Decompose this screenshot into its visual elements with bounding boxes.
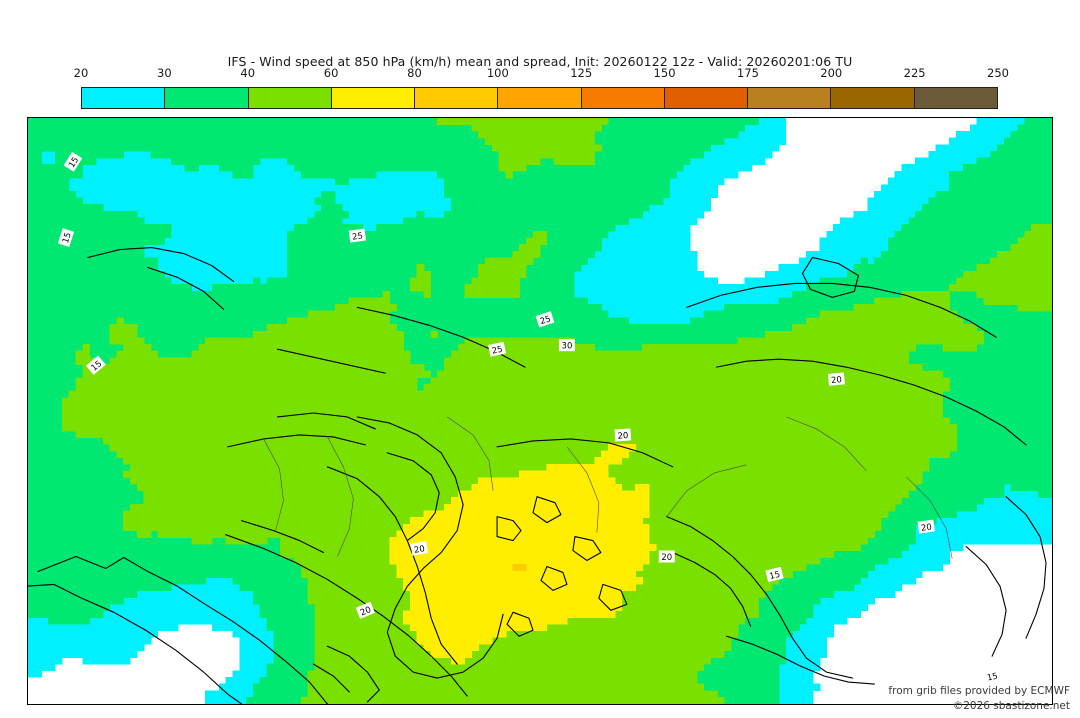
coastline	[496, 438, 674, 468]
coastline	[686, 282, 997, 338]
contour-label: 15	[85, 355, 106, 375]
colorbar-tick-labels: 20 30 40 60 80 100 125 150 175 200 225 250	[74, 66, 1009, 84]
contour-band	[28, 118, 1052, 704]
coastline	[227, 434, 366, 448]
svg-text:30: 30	[562, 341, 573, 351]
coastline	[666, 516, 853, 679]
colorbar-tick: 80	[407, 66, 422, 80]
contour-label: 25	[348, 228, 367, 243]
coastline	[572, 536, 602, 562]
coastline	[672, 551, 752, 627]
contour-label: 20	[917, 519, 935, 534]
svg-text:20: 20	[617, 430, 628, 441]
svg-text:25: 25	[351, 230, 363, 241]
country-border	[566, 446, 600, 533]
contour-label: 25	[535, 311, 555, 328]
svg-text:15: 15	[986, 671, 999, 683]
colorbar-tick: 175	[736, 66, 759, 80]
contour-label: 15	[983, 668, 1002, 684]
colorbar-segment	[498, 88, 582, 108]
colorbar-tick: 40	[240, 66, 256, 80]
country-border	[786, 416, 867, 471]
contour-band	[389, 443, 657, 665]
page-title: IFS - Wind speed at 850 hPa (km/h) mean …	[227, 54, 853, 69]
contour-band	[61, 118, 1052, 704]
contour-label: 20	[827, 372, 845, 386]
contour-label: 15	[63, 151, 83, 172]
map-panel[interactable]: 15 15 25 25 30 25 20 20 15 20 20 20 15 20 15	[27, 117, 1053, 705]
colorbar: 20 30 40 60 80 100 125 150 175 200 225 250	[74, 66, 1009, 109]
colorbar-segment	[165, 88, 249, 108]
colorbar-segment	[581, 88, 665, 108]
svg-text:20: 20	[831, 374, 843, 385]
coastline	[540, 565, 568, 591]
svg-text:15: 15	[60, 231, 73, 244]
coastline	[147, 266, 225, 310]
colorbar-segment	[415, 88, 499, 108]
colorbar-tick: 125	[570, 66, 593, 80]
coastline	[386, 452, 440, 542]
colorbar-tick: 100	[486, 66, 509, 80]
svg-text:15: 15	[768, 569, 781, 581]
country-border	[263, 438, 284, 531]
coastline	[506, 611, 534, 637]
contour-label: 20	[614, 428, 632, 442]
country-border	[906, 476, 953, 559]
contour-label: 20	[658, 550, 675, 563]
contour-band	[512, 563, 527, 572]
coastline	[716, 358, 1027, 446]
coastline	[965, 545, 1007, 657]
contour-label: 15	[57, 228, 75, 248]
coastline	[598, 583, 628, 611]
contour-label: 15	[765, 566, 784, 583]
coastline	[726, 635, 875, 685]
svg-text:20: 20	[920, 521, 932, 532]
svg-text:25: 25	[491, 344, 504, 356]
coastline	[276, 348, 386, 374]
svg-text:20: 20	[413, 543, 425, 555]
map-field: 15 15 25 25 30 25 20 20 15 20 20 20 15 20 15	[28, 118, 1052, 704]
coastline	[37, 555, 328, 704]
colorbar-segment	[664, 88, 749, 108]
colorbar-segment	[831, 88, 915, 108]
contour-label-layer: 15 15 25 25 30 25 20 20 15 20 20 20 15 20 15	[57, 151, 1002, 684]
colorbar-segment	[331, 88, 416, 108]
country-border	[327, 436, 354, 557]
country-border-layer	[263, 416, 953, 559]
coastline	[326, 645, 380, 703]
colorbar-segments	[81, 87, 998, 109]
colorbar-tick: 60	[323, 66, 339, 80]
contour-label: 20	[410, 541, 429, 556]
contour-label: 25	[488, 341, 507, 357]
colorbar-tick: 225	[903, 66, 926, 80]
svg-text:20: 20	[661, 552, 672, 562]
colorbar-segment	[914, 88, 997, 108]
colorbar-tick: 20	[73, 66, 89, 80]
colorbar-tick: 200	[820, 66, 843, 80]
colorbar-segment	[748, 88, 832, 108]
colorbar-segment	[82, 88, 166, 108]
colorbar-tick: 150	[653, 66, 676, 80]
coastline	[496, 516, 522, 542]
coastline	[1005, 496, 1047, 639]
svg-text:25: 25	[538, 313, 551, 326]
coastline	[28, 583, 243, 704]
svg-text:20: 20	[359, 604, 373, 617]
coastline	[312, 663, 350, 693]
coastline	[276, 412, 376, 430]
coastline	[356, 416, 504, 679]
coastline	[87, 247, 235, 282]
coastline	[241, 520, 324, 554]
country-border	[666, 464, 747, 517]
coastline	[532, 496, 562, 524]
svg-text:15: 15	[66, 155, 80, 169]
contour-label: 20	[355, 601, 375, 619]
country-border	[447, 416, 494, 491]
colorbar-segment	[248, 88, 332, 108]
colorbar-tick: 30	[157, 66, 172, 80]
colorbar-tick: 250	[987, 66, 1009, 80]
coastline	[801, 256, 859, 298]
contour-label: 30	[558, 339, 575, 352]
